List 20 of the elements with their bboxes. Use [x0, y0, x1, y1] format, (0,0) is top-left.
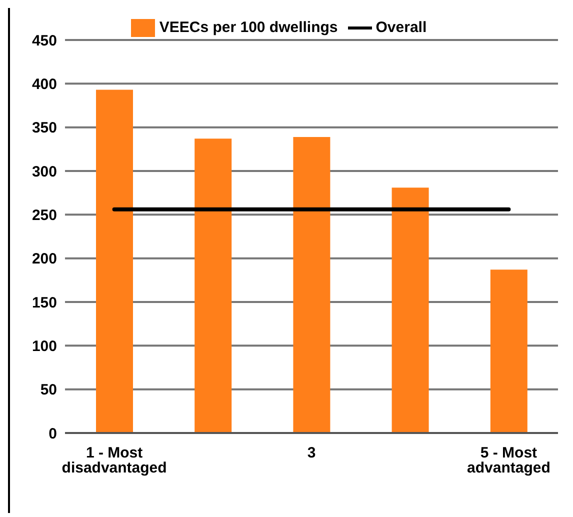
bar — [96, 90, 133, 433]
y-tick-label: 300 — [32, 163, 57, 180]
y-tick-label: 400 — [32, 76, 57, 93]
x-tick-label: 1 - Most disadvantaged — [62, 444, 167, 477]
y-tick-label: 0 — [48, 425, 57, 442]
x-tick-label: 5 - Most advantaged — [467, 444, 550, 477]
y-tick-label: 200 — [32, 250, 57, 268]
bar — [194, 138, 232, 433]
bar — [490, 270, 528, 433]
y-tick-label: 50 — [40, 382, 57, 399]
legend-label: Overall — [376, 18, 427, 36]
y-tick-label: 350 — [32, 120, 57, 137]
y-tick-label: 150 — [32, 294, 57, 312]
x-tick-label: 3 — [307, 444, 316, 462]
y-tick-label: 100 — [32, 338, 57, 355]
bar — [293, 136, 330, 433]
bar — [392, 188, 429, 433]
y-tick-label: 450 — [32, 32, 57, 50]
y-tick-label: 250 — [32, 206, 57, 224]
legend-label: VEECs per 100 dwellings — [159, 18, 338, 36]
